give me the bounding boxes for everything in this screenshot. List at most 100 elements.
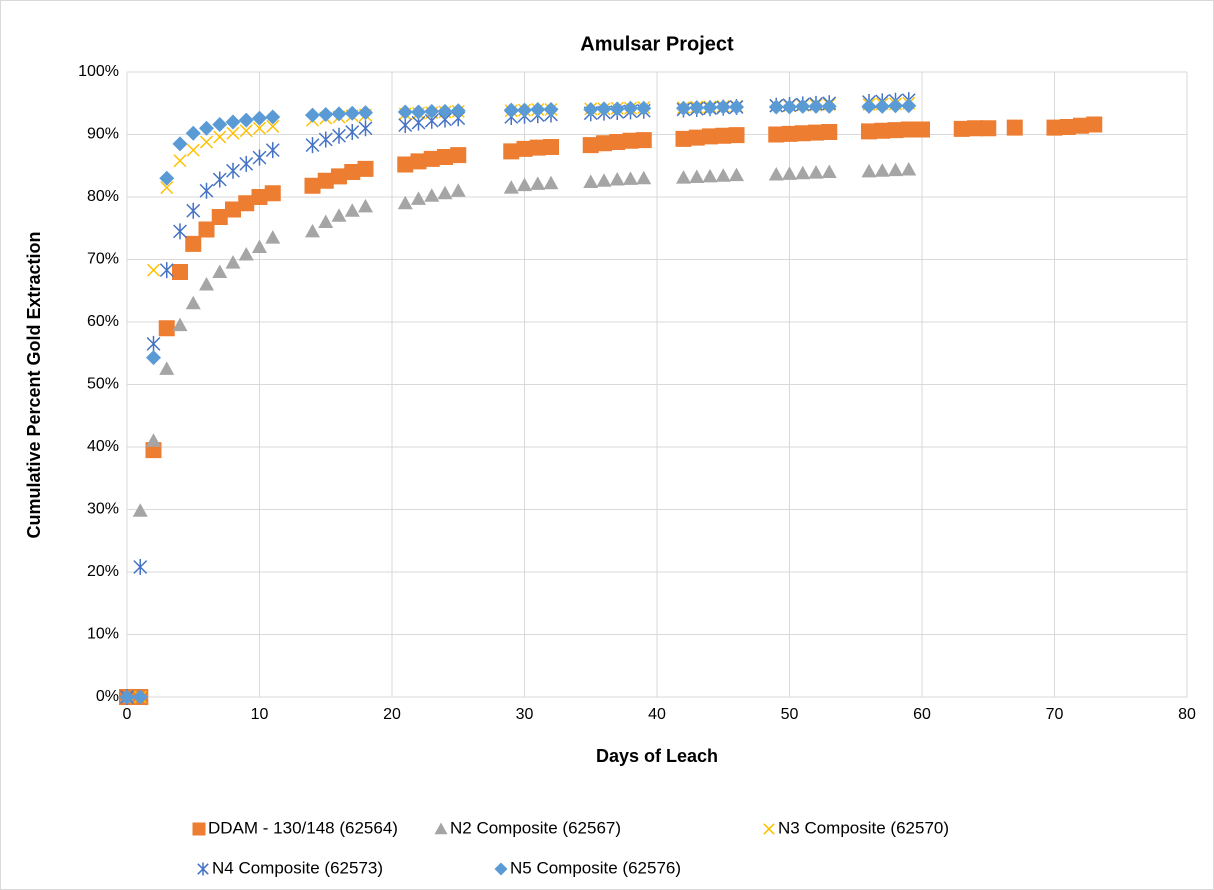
data-point (821, 164, 837, 178)
x-tick-label: 80 (1178, 706, 1196, 723)
data-point (1073, 117, 1089, 134)
data-point (213, 130, 227, 144)
data-point (159, 170, 175, 186)
data-point (318, 131, 333, 148)
x-tick-label: 70 (1046, 706, 1064, 723)
data-point (344, 203, 360, 217)
data-point (530, 102, 546, 117)
data-point (543, 175, 559, 190)
data-point (782, 166, 797, 180)
data-point (132, 503, 148, 517)
data-point (185, 295, 201, 310)
data-point (186, 143, 200, 157)
data-point (185, 235, 202, 252)
data-point (225, 114, 241, 130)
data-point (198, 221, 215, 238)
data-point (622, 132, 639, 149)
x-tick-label: 30 (516, 706, 534, 723)
data-point (266, 119, 280, 133)
data-point (861, 98, 877, 114)
data-point (582, 137, 599, 154)
x-axis-label: Days of Leach (596, 746, 718, 766)
data-point (888, 162, 903, 177)
data-point (967, 120, 983, 137)
data-point (252, 149, 267, 166)
data-point (211, 209, 228, 225)
data-point (609, 134, 626, 150)
data-point (304, 177, 321, 194)
data-point (239, 124, 253, 138)
data-point (729, 99, 744, 115)
data-point (821, 98, 837, 114)
data-point (331, 208, 347, 222)
data-point (357, 160, 374, 177)
y-tick-label: 100% (78, 63, 119, 80)
data-point (636, 100, 652, 116)
data-point (795, 98, 811, 114)
data-point (345, 124, 360, 140)
data-point (344, 105, 360, 121)
data-point (874, 163, 890, 177)
x-tick-label: 60 (913, 706, 931, 723)
data-point (543, 102, 559, 117)
data-point (623, 100, 638, 116)
data-point (715, 127, 732, 144)
data-point (596, 135, 612, 152)
data-point (185, 125, 201, 141)
data-point (715, 168, 731, 182)
data-point (133, 559, 148, 575)
data-point (172, 317, 188, 332)
data-point (186, 202, 201, 219)
data-point (173, 223, 187, 240)
data-point (212, 117, 228, 132)
data-point (212, 264, 228, 278)
data-point (794, 125, 811, 142)
data-point (226, 162, 240, 179)
y-axis-label: Cumulative Percent Gold Extraction (24, 231, 44, 538)
data-point (517, 177, 532, 192)
data-point (861, 163, 877, 178)
data-point (768, 126, 785, 143)
data-point (146, 433, 161, 447)
data-point (318, 214, 334, 228)
y-tick-label: 50% (87, 376, 119, 393)
data-point (529, 139, 546, 156)
data-point (1059, 119, 1076, 135)
legend-label: N3 Composite (62570) (778, 818, 949, 837)
data-point (450, 183, 466, 197)
data-point (252, 239, 267, 253)
data-point (410, 153, 427, 170)
data-point (251, 189, 268, 205)
data-point (160, 181, 174, 195)
data-point (609, 101, 625, 117)
data-point (583, 174, 599, 188)
data-point (239, 155, 254, 172)
data-point (688, 129, 705, 146)
data-point (411, 191, 426, 205)
data-point (1046, 119, 1063, 136)
legend-label: N4 Composite (62573) (212, 858, 383, 877)
data-point (728, 127, 745, 144)
y-tick-label: 10% (87, 626, 119, 643)
legend-marker (197, 862, 209, 876)
data-point (331, 106, 347, 122)
data-point (173, 154, 187, 168)
data-point (689, 169, 705, 183)
data-point (423, 150, 440, 167)
data-point (318, 107, 334, 122)
data-point (781, 125, 798, 142)
y-tick-label: 0% (96, 688, 119, 705)
data-point (397, 104, 413, 120)
data-point (768, 167, 784, 181)
legend-marker (763, 823, 775, 835)
data-point (782, 99, 797, 115)
data-point (900, 121, 917, 138)
data-point (450, 147, 467, 164)
data-point (317, 172, 334, 189)
data-point (675, 130, 692, 147)
data-point (172, 264, 188, 280)
data-point (238, 112, 254, 128)
data-point (702, 168, 718, 183)
data-point (305, 107, 320, 123)
